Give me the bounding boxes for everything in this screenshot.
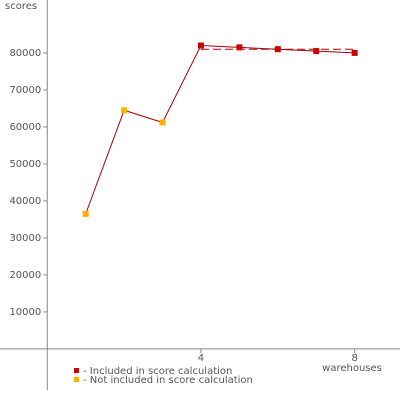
y-tick-label: 80000 [9,48,41,59]
legend-swatch [74,377,79,382]
y-tick-label: 60000 [9,122,41,133]
x-tick-label: 4 [198,353,204,364]
y-axis-label: scores [5,1,37,12]
data-point [236,44,243,51]
data-line [85,44,355,215]
data-point [351,49,358,56]
x-tick-label: 8 [351,353,357,364]
y-tick-label: 10000 [9,307,41,318]
data-point [121,107,128,114]
y-tick-label: 50000 [9,159,41,170]
x-axis-label: warehouses [322,363,382,374]
data-point [197,42,204,49]
y-tick-label: 20000 [9,270,41,281]
data-point [159,119,166,126]
y-tick-label: 30000 [9,233,41,244]
data-point [313,48,320,55]
data-point [274,46,281,53]
legend-swatch [74,368,79,373]
y-tick-label: 40000 [9,196,41,207]
legend-label: - Not included in score calculation [83,375,253,386]
data-point [82,210,89,217]
legend-label: - Included in score calculation [83,366,232,377]
y-tick-label: 70000 [9,85,41,96]
